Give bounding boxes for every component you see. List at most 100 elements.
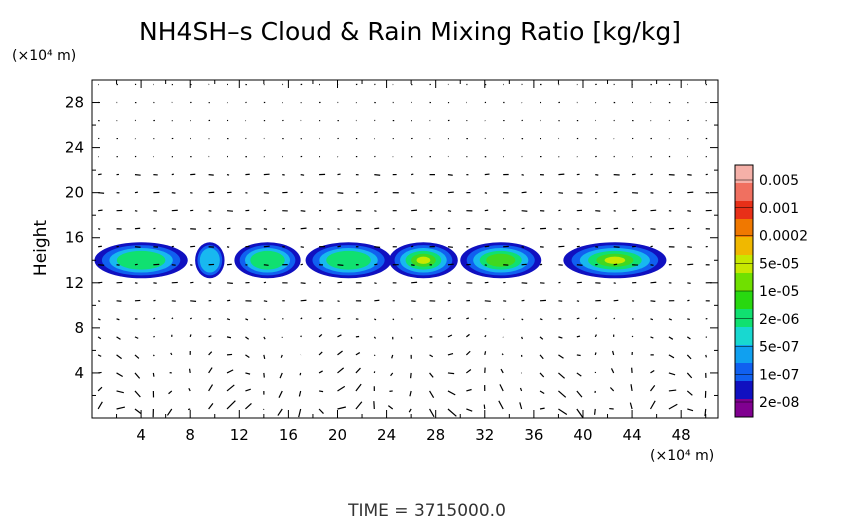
wind-vector: [188, 368, 191, 374]
wind-vector: [465, 350, 471, 356]
wind-vector: [134, 174, 141, 176]
wind-vector: [355, 352, 361, 356]
wind-vector: [391, 354, 394, 359]
cloud-contour: [250, 250, 285, 270]
wind-vector: [300, 210, 306, 212]
wind-vector: [337, 367, 345, 374]
wind-vector: [300, 191, 303, 194]
wind-vector: [263, 336, 266, 340]
wind-vector: [97, 354, 102, 357]
wind-vector: [279, 372, 283, 379]
wind-vector: [226, 336, 232, 339]
y-tick-label: 4: [74, 364, 84, 382]
wind-vector: [116, 406, 126, 410]
colorbar-label: 0.0002: [759, 229, 808, 245]
wind-vector: [447, 408, 457, 417]
wind-vector: [558, 390, 567, 398]
wind-vector: [392, 318, 395, 321]
wind-vector: [374, 282, 377, 284]
cloud-contour: [604, 256, 626, 264]
wind-vector: [539, 407, 545, 410]
wind-vector: [447, 227, 451, 230]
wind-vector: [245, 354, 250, 358]
wind-vector: [499, 384, 504, 392]
wind-vector: [337, 300, 340, 303]
x-axis: 4 8 12 16 20 24 28 32 36 40 44 48: [116, 80, 707, 444]
wind-vector: [337, 192, 344, 194]
wind-vector: [116, 390, 124, 394]
wind-vector: [263, 354, 266, 359]
wind-vector: [189, 317, 192, 320]
wind-vector: [521, 246, 525, 248]
wind-vector: [318, 351, 323, 356]
colorbar-label: 2e-08: [759, 395, 799, 411]
y-tick-label: 8: [74, 319, 84, 337]
wind-vector: [501, 353, 504, 356]
wind-vector: [466, 408, 473, 412]
wind-vector: [97, 386, 103, 392]
wind-vector: [134, 372, 141, 379]
wind-vector: [447, 317, 452, 320]
wind-vector: [263, 281, 267, 284]
wind-vector: [447, 174, 453, 176]
wind-vector: [500, 368, 504, 374]
wind-vector: [609, 387, 615, 392]
wind-vector: [686, 390, 693, 396]
wind-vector: [521, 191, 527, 194]
wind-vector: [300, 174, 305, 176]
wind-vector: [299, 372, 302, 376]
wind-vector: [411, 192, 415, 194]
wind-vector: [187, 408, 191, 411]
wind-vector: [593, 408, 596, 415]
wind-vector: [411, 209, 418, 212]
wind-vector: [245, 402, 252, 410]
wind-vector: [631, 335, 634, 338]
wind-vector: [686, 372, 693, 379]
wind-vector: [576, 372, 582, 377]
colorbar-band: [735, 399, 753, 418]
wind-vector: [521, 210, 528, 212]
wind-vector: [300, 282, 306, 284]
wind-vector: [134, 191, 138, 194]
wind-vector: [387, 405, 394, 410]
cloud-contour: [486, 253, 516, 267]
time-label: TIME = 3715000.0: [347, 501, 506, 519]
wind-vector: [650, 264, 654, 266]
colorbar-label: 0.001: [759, 201, 799, 217]
wind-vector: [263, 318, 266, 321]
wind-vector: [226, 318, 231, 321]
wind-vector: [411, 281, 418, 284]
y-tick-label: 20: [65, 184, 84, 202]
wind-vector: [521, 336, 524, 340]
wind-vector: [190, 281, 194, 284]
wind-vector: [300, 335, 302, 338]
wind-vector: [318, 390, 324, 393]
wind-vector: [134, 336, 139, 339]
wind-vector: [208, 351, 213, 356]
wind-vector: [134, 354, 140, 359]
x-tick-label: 16: [279, 426, 298, 444]
wind-vector: [226, 263, 232, 266]
wind-vector: [298, 390, 302, 397]
wind-vector: [484, 351, 487, 356]
wind-vector: [189, 334, 192, 338]
wind-vector: [484, 228, 491, 230]
wind-vector: [539, 354, 544, 360]
wind-vector: [687, 191, 694, 194]
wind-vector: [373, 354, 376, 357]
wind-vector: [355, 367, 361, 374]
wind-vector: [337, 350, 343, 356]
wind-vector: [410, 372, 412, 379]
wind-vector: [337, 173, 341, 176]
wind-vector: [594, 317, 598, 320]
wind-vector: [466, 333, 470, 338]
wind-vector: [411, 300, 416, 302]
wind-vector: [97, 228, 101, 230]
y-axis-label: Height: [31, 220, 51, 277]
wind-vector: [484, 192, 488, 194]
wind-vector: [687, 246, 692, 248]
cloud-field: [94, 242, 667, 279]
colorbar-label: 1e-07: [759, 367, 799, 383]
wind-vector: [226, 246, 230, 248]
y-tick-label: 28: [65, 94, 84, 112]
